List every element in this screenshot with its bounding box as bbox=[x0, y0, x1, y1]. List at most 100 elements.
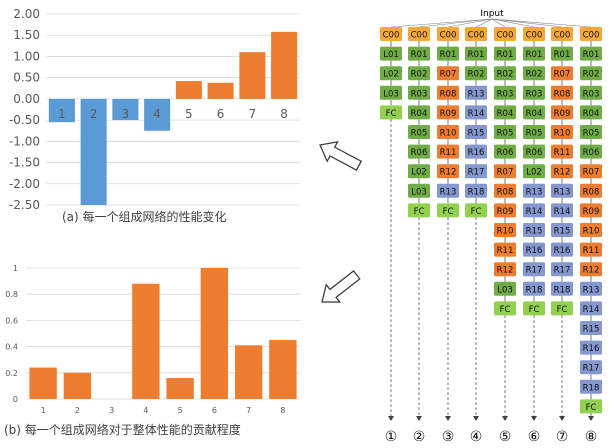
layer-box bbox=[408, 105, 430, 120]
layer-box bbox=[551, 144, 573, 159]
output-label: ④ bbox=[470, 429, 483, 445]
bar bbox=[200, 268, 229, 399]
x-tick-label: 2 bbox=[90, 107, 98, 121]
layer-box bbox=[465, 46, 487, 61]
layer-label: FC bbox=[500, 305, 511, 315]
layer-box bbox=[408, 144, 430, 159]
diagram-connectors bbox=[388, 18, 594, 421]
layer-label: R01 bbox=[526, 50, 543, 60]
layer-box bbox=[380, 105, 402, 120]
arrowhead bbox=[416, 416, 422, 421]
layer-box bbox=[408, 66, 430, 81]
layer-box bbox=[494, 164, 516, 179]
x-tick-label: 4 bbox=[153, 107, 161, 121]
layer-label: R12 bbox=[583, 266, 600, 276]
layer-box bbox=[465, 66, 487, 81]
layer-box bbox=[580, 105, 602, 120]
layer-label: FC bbox=[414, 207, 425, 217]
bar bbox=[48, 98, 75, 123]
layer-box bbox=[465, 125, 487, 139]
layer-label: FC bbox=[386, 109, 397, 119]
layer-label: FC bbox=[586, 403, 597, 413]
layer-label: R04 bbox=[411, 109, 428, 119]
layer-label: R05 bbox=[497, 129, 514, 139]
layer-label: L02 bbox=[411, 168, 427, 178]
chart-contribution: 1 0.8 0.6 0.4 0.2 0 1 2 3 4 5 6 7 8 bbox=[5, 264, 300, 415]
layer-label: L03 bbox=[383, 89, 399, 99]
layer-box bbox=[437, 66, 459, 81]
layer-box bbox=[551, 27, 573, 41]
layer-label: C00 bbox=[440, 31, 457, 41]
layer-box bbox=[523, 301, 545, 316]
layer-box bbox=[523, 66, 545, 81]
layer-label: R01 bbox=[583, 50, 600, 60]
layer-label: R06 bbox=[497, 148, 514, 158]
layer-box bbox=[551, 262, 573, 277]
x-tick-label: 5 bbox=[178, 406, 183, 415]
layer-box bbox=[408, 125, 430, 139]
layer-label: FC bbox=[443, 207, 454, 217]
layer-label: R12 bbox=[497, 266, 514, 276]
layer-label: R10 bbox=[583, 227, 600, 237]
bar bbox=[144, 98, 171, 131]
x-tick-label: 3 bbox=[109, 406, 114, 415]
layer-box bbox=[408, 164, 430, 179]
output-label: ⑧ bbox=[585, 429, 598, 445]
x-tick-label: 6 bbox=[217, 107, 225, 121]
layer-box bbox=[523, 164, 545, 179]
bar bbox=[166, 378, 194, 399]
layer-box bbox=[494, 85, 516, 100]
layer-box bbox=[523, 27, 545, 41]
layer-label: R15 bbox=[526, 227, 543, 237]
layer-label: R09 bbox=[497, 207, 514, 217]
layer-box bbox=[580, 321, 602, 335]
layer-box bbox=[494, 183, 516, 198]
layer-box bbox=[437, 46, 459, 61]
layer-label: C00 bbox=[468, 31, 485, 41]
layer-label: L03 bbox=[411, 187, 427, 197]
layer-box bbox=[551, 164, 573, 179]
x-tick-label: 8 bbox=[280, 107, 288, 121]
layer-label: R11 bbox=[583, 246, 600, 256]
layer-label: R05 bbox=[411, 129, 428, 139]
layer-box bbox=[580, 360, 602, 375]
bar bbox=[271, 31, 298, 99]
output-label: ⑥ bbox=[528, 429, 541, 445]
layer-box bbox=[551, 125, 573, 139]
layer-label: R01 bbox=[497, 50, 514, 60]
layer-label: R08 bbox=[497, 187, 514, 197]
layer-label: R15 bbox=[554, 227, 571, 237]
layer-box bbox=[465, 105, 487, 120]
layer-box bbox=[551, 223, 573, 237]
layer-label: R14 bbox=[526, 207, 543, 217]
layer-label: R10 bbox=[440, 129, 457, 139]
layer-box bbox=[465, 27, 487, 41]
layer-label: R06 bbox=[411, 148, 428, 158]
layer-label: R17 bbox=[554, 266, 571, 276]
layer-label: R12 bbox=[554, 168, 571, 178]
arrowhead bbox=[559, 416, 565, 421]
layer-label: R06 bbox=[583, 148, 600, 158]
layer-label: C00 bbox=[411, 31, 428, 41]
layer-label: R04 bbox=[497, 109, 514, 119]
layer-box bbox=[551, 183, 573, 198]
y-tick-label: 0.50 bbox=[13, 71, 40, 85]
layer-label: R07 bbox=[554, 70, 571, 80]
y-tick-label: 2.00 bbox=[13, 7, 40, 21]
layer-label: R02 bbox=[468, 70, 485, 80]
layer-label: R15 bbox=[468, 129, 485, 139]
y-tick-label: 0.4 bbox=[5, 343, 18, 352]
layer-box bbox=[465, 144, 487, 159]
x-tick-label: 3 bbox=[122, 107, 130, 121]
layer-box bbox=[437, 27, 459, 41]
y-tick-label: -2.00 bbox=[9, 177, 40, 191]
arrowhead bbox=[588, 416, 594, 421]
layer-box bbox=[408, 183, 430, 198]
layer-label: C00 bbox=[554, 31, 571, 41]
layer-box bbox=[465, 164, 487, 179]
layer-label: R11 bbox=[497, 246, 514, 256]
bar bbox=[132, 283, 160, 399]
layer-box bbox=[523, 85, 545, 100]
x-tick-label: 1 bbox=[58, 107, 66, 121]
y-tick-label: -0.50 bbox=[9, 113, 40, 127]
